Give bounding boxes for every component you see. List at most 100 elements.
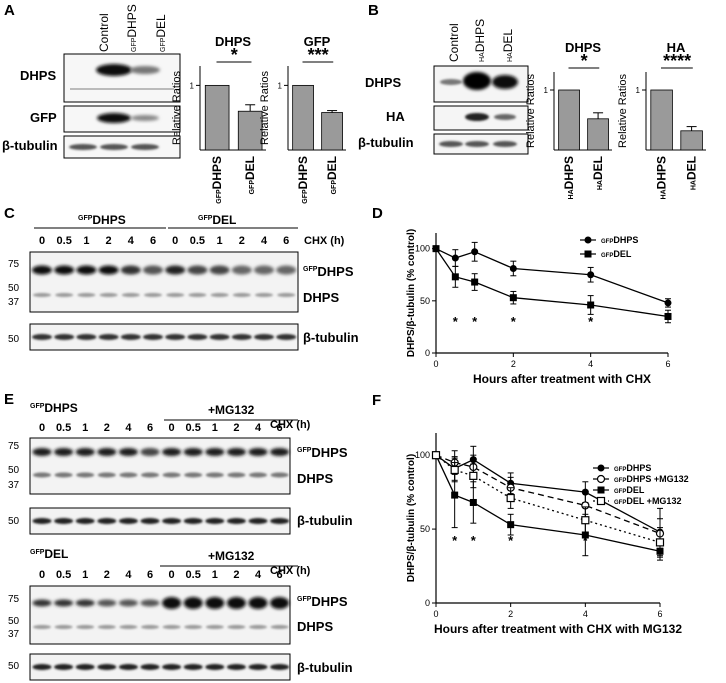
timepoint-label: 1 [217,235,223,247]
bar-chart-a-dhps: DHPS Relative Ratios 1 GFPDHPS GFPDEL * [171,34,266,204]
band-label-dhps-e-top: DHPS [297,471,333,486]
svg-text:GFPDHPS: GFPDHPS [125,4,139,52]
band-label-dhps-e-bottom: DHPS [297,619,333,634]
blot-c-main [29,251,299,313]
timepoint-labels-e-top: 0 0.5 1 2 4 6 0 0.5 1 2 4 6 [39,422,283,434]
bands-e [32,448,290,670]
timepoint-label: 0 [39,422,45,434]
legend-label: GFPDEL [601,249,632,259]
y-tick-label: 1 [544,86,549,95]
chart-title: GFP [304,34,331,49]
band-gfpdhps-top [226,448,246,456]
band-tubulin-bottom [140,664,160,670]
bar-chart-b-ha: HA Relative Ratios 1 HADHPS HADEL **** [617,40,706,199]
marker-circle [584,236,592,244]
blot-e-bottom-tubulin [29,653,291,681]
band-gfpdhps-top [75,448,95,456]
timepoint-labels-e-bottom: 0 0.5 1 2 4 6 0 0.5 1 2 4 6 [39,569,283,581]
timepoint-label: 6 [147,569,153,581]
band-gfpdel-bottom [205,597,225,609]
band-gfpdhps [276,265,297,275]
band-tubulin-top [32,518,52,524]
marker-square-open [431,451,441,460]
band-gfpdhps-top [32,448,52,456]
band-tubulin-top [226,518,246,524]
x-tick-label: HADEL [685,156,699,190]
marker-square [469,498,477,506]
y-tick-label: 0 [425,348,430,358]
band-dhps-bottom [76,625,95,629]
band-dhps-top [76,472,95,478]
band-dhps-top [162,472,181,478]
marker-square [584,250,592,258]
band-dhps-bottom [97,625,116,629]
marker-square-open [581,516,590,525]
band-dhps-top [141,472,159,478]
marker-square-open [506,493,515,503]
band-tubulin-bottom [248,664,268,670]
mw-37-c: 37 [8,297,20,308]
series-line [435,454,661,552]
band-label-dhps-c: DHPS [303,290,339,305]
band-gfpdel-bottom [183,597,203,609]
band-gfpdhps-top [54,448,74,456]
band-dhps-bottom [184,625,203,629]
bar-chart-a-gfp: GFP Relative Ratios 1 GFPDHPS GFPDEL *** [259,34,346,204]
significance-marker: * [588,314,594,329]
band-tubulin [165,334,186,340]
panel-e: E GFPDHPS +MG132 CHX (h) 0 0.5 1 2 4 6 0 0.5 1 2 4… [4,391,353,681]
mw-50-c: 50 [8,283,20,294]
line-chart-f: 0 50 100 0 2 4 6 Hours after treatment with CHX… [406,433,689,636]
legend-label: GFPDEL [614,485,645,495]
lane-label-hadhps-b: HADHPS [473,19,487,62]
panel-label-e: E [4,391,14,408]
band-gfpdel-bottom [226,597,246,609]
mw-50-e-bottom: 50 [8,616,20,627]
bar-chart-b-dhps: DHPS Relative Ratios 1 HADHPS HADEL * [525,40,612,199]
marker-circle [587,271,595,279]
band-dhps-top [205,472,224,478]
band-tubulin-bottom [75,664,95,670]
timepoint-label: 4 [125,422,132,434]
band-tubulin-bottom [183,664,203,670]
marker-square [509,294,517,302]
series-line [435,248,669,318]
band-gfpdhps-top [183,448,203,456]
band-gfpdel-bottom [118,599,138,607]
chart-title: DHPS [215,34,251,49]
band-dhps-bottom [54,625,73,629]
band-dhps-bottom [227,625,246,629]
chart-title: DHPS [565,40,601,55]
y-tick-label: 50 [420,296,430,306]
x-tick-label: 6 [665,359,670,369]
blot-b-dhps [433,65,529,103]
band-gfpdhps-top [205,448,225,456]
mw-50-tub-e-top: 50 [8,516,20,527]
blot-c-tubulin [29,323,299,351]
x-tick-label: 6 [657,609,662,619]
chx-label-e-bottom: CHX (h) [270,565,311,577]
mw-50-tub-e-bottom: 50 [8,661,20,672]
mg132-label-e-top: +MG132 [208,403,255,417]
legend-label: GFPDEL +MG132 [614,496,681,506]
marker-square [664,312,672,320]
band-dhps [188,293,207,297]
marker-square [451,491,459,499]
band-tubulin-bottom [270,664,290,670]
band-dhps-bottom [119,625,138,629]
band-gfpdhps [254,265,274,275]
band-dhps-bottom [270,625,289,629]
series-line [435,454,661,535]
row-label-tubulin-b: β-tubulin [358,135,414,150]
x-tick-label: 0 [433,609,438,619]
mg132-label-e-bottom: +MG132 [208,549,255,563]
timepoint-label: 4 [255,569,262,581]
marker-circle [664,299,672,307]
timepoint-label: 0 [39,235,45,247]
timepoint-label: 6 [277,422,283,434]
marker-square-open [596,496,606,506]
band-gfpdhps-top [248,448,268,456]
lane-label-hadel-b: HADEL [501,29,515,62]
significance-marker: * [508,533,514,548]
